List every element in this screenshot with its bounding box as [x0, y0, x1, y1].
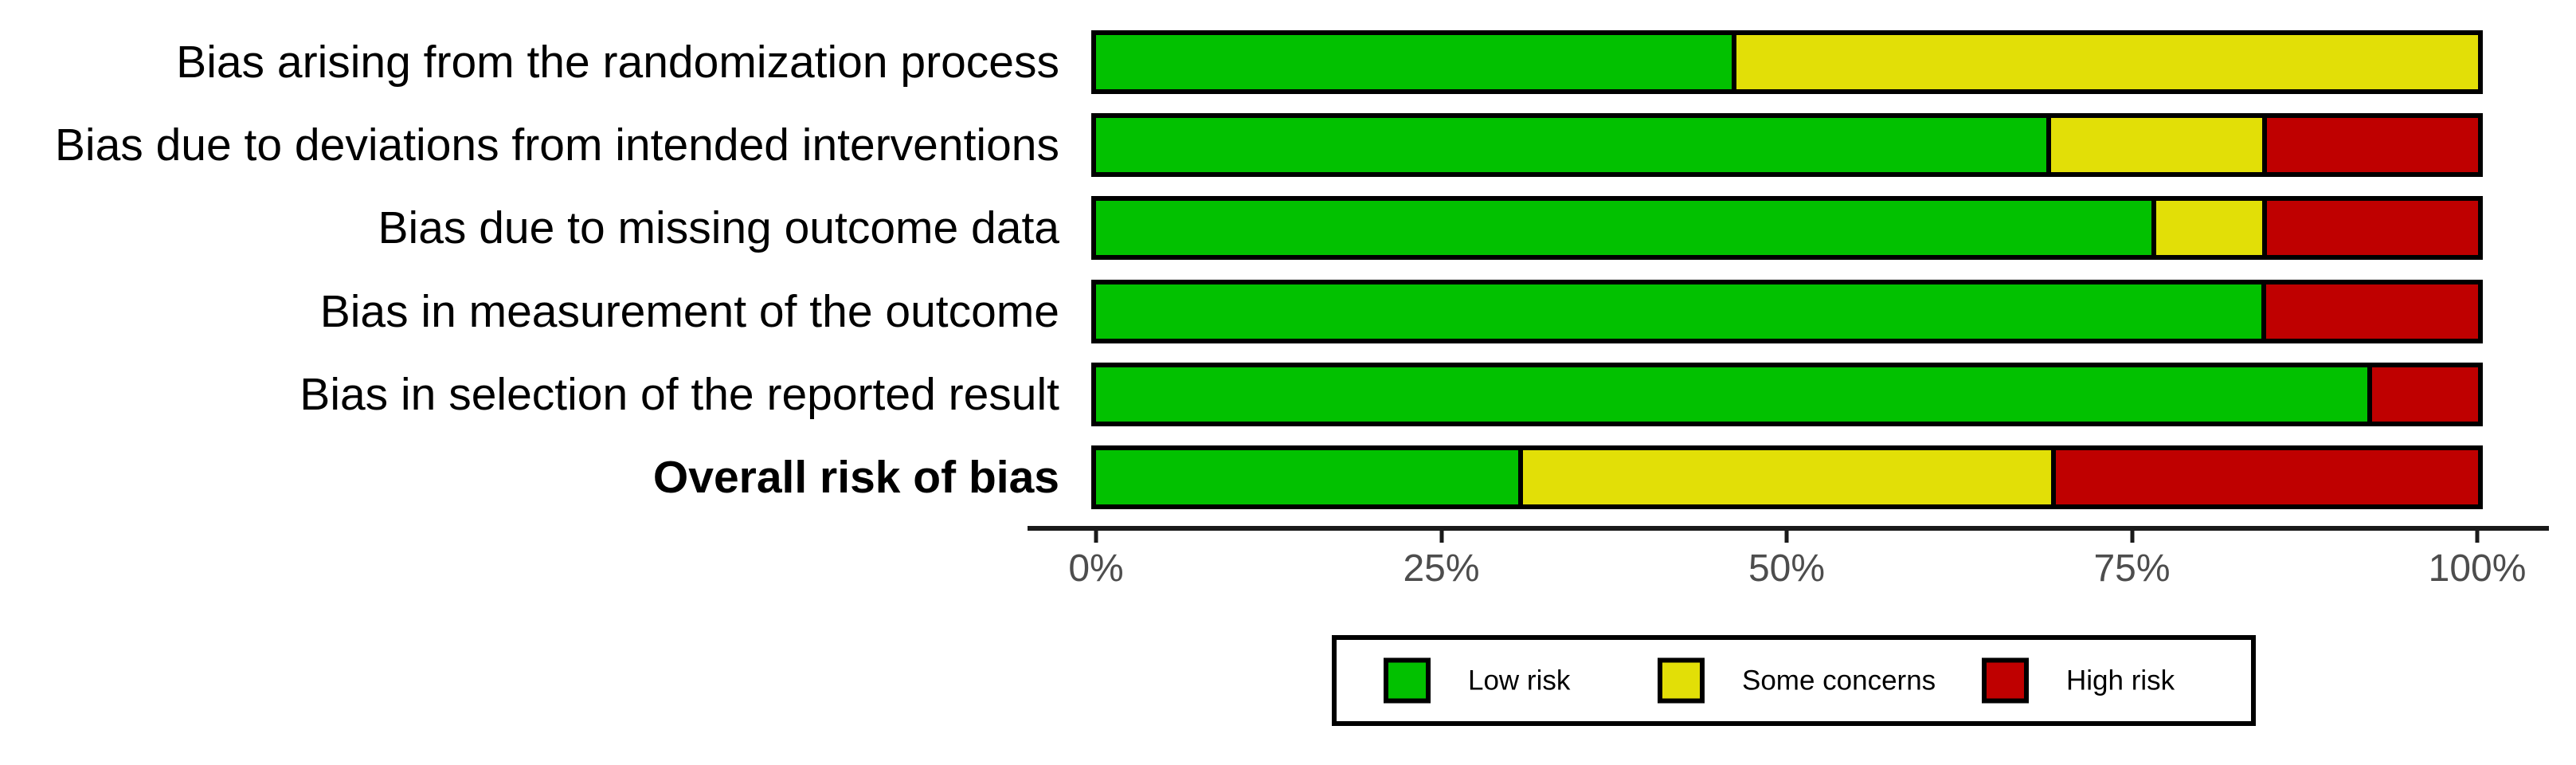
stacked-bar — [1091, 445, 2483, 509]
x-axis-tick — [2475, 531, 2480, 543]
x-axis-tick-label: 50% — [1748, 547, 1826, 590]
stacked-bar — [1091, 280, 2483, 343]
legend-swatch-low-risk — [1384, 657, 1431, 704]
stacked-bar — [1091, 30, 2483, 94]
bar-segment-high-risk — [2266, 118, 2479, 172]
category-label: Bias due to deviations from intended int… — [54, 120, 1059, 171]
category-label: Bias arising from the randomization proc… — [176, 37, 1059, 88]
x-axis-line — [1028, 526, 2549, 531]
stacked-bar — [1091, 363, 2483, 426]
bar-segment-some-concerns — [2156, 201, 2267, 255]
legend-swatch-high-risk — [1982, 657, 2029, 704]
bar-segment-low-risk — [1096, 284, 2267, 339]
bar-segment-some-concerns — [2050, 118, 2267, 172]
bar-segment-low-risk — [1096, 450, 1524, 504]
bar-segment-low-risk — [1096, 367, 2373, 422]
x-axis-tick-label: 25% — [1403, 547, 1480, 590]
legend-item: High risk — [1982, 657, 2175, 704]
stacked-bar — [1091, 113, 2483, 177]
category-label: Bias in selection of the reported result — [299, 369, 1059, 420]
category-label: Bias due to missing outcome data — [378, 202, 1059, 253]
bar-segment-low-risk — [1096, 201, 2157, 255]
x-axis-tick-label: 0% — [1068, 547, 1124, 590]
legend-label: Some concerns — [1742, 665, 1936, 696]
bar-segment-low-risk — [1096, 118, 2051, 172]
bar-segment-low-risk — [1096, 35, 1736, 89]
x-axis-tick — [1784, 531, 1789, 543]
stacked-bar — [1091, 196, 2483, 260]
bar-segment-high-risk — [2266, 284, 2478, 339]
bar-segment-high-risk — [2372, 367, 2478, 422]
x-axis-tick — [1094, 531, 1098, 543]
bar-segment-some-concerns — [1736, 35, 2478, 89]
category-label: Bias in measurement of the outcome — [319, 286, 1059, 337]
bar-segment-high-risk — [2055, 450, 2479, 504]
bar-segment-high-risk — [2266, 201, 2479, 255]
bar-segment-some-concerns — [1523, 450, 2056, 504]
x-axis-tick — [1439, 531, 1443, 543]
legend-label: High risk — [2066, 665, 2175, 696]
legend-item: Low risk — [1384, 657, 1571, 704]
x-axis-tick — [2130, 531, 2134, 543]
x-axis-tick-label: 100% — [2428, 547, 2527, 590]
x-axis-tick-label: 75% — [2093, 547, 2171, 590]
category-label: Overall risk of bias — [652, 452, 1059, 503]
legend-item: Some concerns — [1658, 657, 1936, 704]
legend-box: Low risk Some concerns High risk — [1332, 635, 2256, 726]
legend-swatch-some-concerns — [1658, 657, 1705, 704]
legend-label: Low risk — [1468, 665, 1571, 696]
